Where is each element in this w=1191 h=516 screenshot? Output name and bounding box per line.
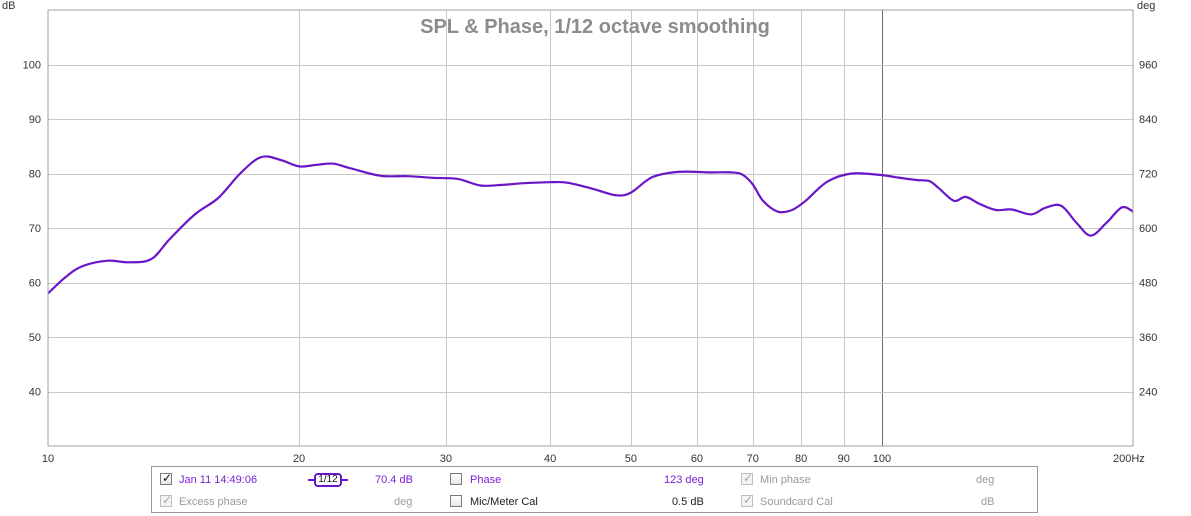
soundcard-cal-label: Soundcard Cal	[760, 496, 833, 508]
series-value: 70.4 dB	[375, 474, 413, 486]
y2-tick-label: 480	[1139, 278, 1157, 290]
x-tick-label: 20	[293, 453, 305, 465]
y-tick-label: 50	[29, 332, 41, 344]
excess-phase-unit: deg	[394, 496, 413, 508]
y-tick-label: 80	[29, 169, 41, 181]
smoothing-line-right	[342, 479, 348, 481]
series-name: Jan 11 14:49:06	[179, 474, 258, 486]
x-tick-label: 200Hz	[1113, 453, 1145, 465]
excess-phase-checkbox[interactable]: ✓	[160, 493, 173, 507]
y-axis-unit-right: deg	[1137, 0, 1155, 12]
min-phase-label: Min phase	[760, 474, 811, 486]
min-phase-unit: deg	[976, 474, 995, 486]
spl-trace	[47, 155, 1134, 295]
smoothing-line-left	[308, 479, 314, 481]
phase-checkbox[interactable]	[450, 473, 462, 485]
y2-tick-label: 840	[1139, 114, 1157, 126]
y-tick-label: 100	[23, 60, 41, 72]
plot-frame	[47, 9, 1134, 447]
tick-labels: 10 20 30 40 50 60 70 80 90 100 200Hz 40 50 60 70 80 90 10…	[23, 60, 1158, 466]
y2-tick-label: 960	[1139, 60, 1157, 72]
x-tick-label: 40	[544, 453, 556, 465]
soundcard-cal-checkbox[interactable]: ✓	[741, 493, 754, 507]
x-tick-label: 10	[42, 453, 54, 465]
grid	[48, 10, 1133, 446]
excess-phase-label: Excess phase	[179, 496, 248, 508]
y-tick-label: 90	[29, 114, 41, 126]
spl-phase-chart: 10 20 30 40 50 60 70 80 90 100 200Hz 40 50 60 70 80 90 10…	[2, 0, 1158, 466]
x-tick-label: 30	[440, 453, 452, 465]
x-tick-label: 80	[795, 453, 807, 465]
soundcard-cal-unit: dB	[981, 496, 995, 508]
x-tick-label: 70	[747, 453, 759, 465]
x-tick-label: 50	[625, 453, 637, 465]
y-tick-label: 60	[29, 278, 41, 290]
phase-value: 123 deg	[664, 474, 704, 486]
y2-tick-label: 720	[1139, 169, 1157, 181]
mic-cal-checkbox[interactable]	[450, 495, 462, 507]
y2-tick-label: 240	[1139, 387, 1157, 399]
x-tick-label: 60	[691, 453, 703, 465]
legend-panel: ✓ Jan 11 14:49:06 1/12 70.4 dB Phase 123…	[151, 466, 1038, 513]
y-tick-label: 70	[29, 223, 41, 235]
x-tick-label: 90	[838, 453, 850, 465]
y-axis-unit-left: dB	[2, 0, 15, 12]
mic-cal-value: 0.5 dB	[672, 496, 704, 508]
series-visibility-checkbox[interactable]: ✓	[160, 471, 173, 485]
x-tick-label: 100	[873, 453, 891, 465]
y-tick-label: 40	[29, 387, 41, 399]
mic-cal-label: Mic/Meter Cal	[470, 496, 538, 508]
min-phase-checkbox[interactable]: ✓	[741, 471, 754, 485]
y2-tick-label: 360	[1139, 332, 1157, 344]
phase-label: Phase	[470, 474, 502, 486]
y2-tick-label: 600	[1139, 223, 1157, 235]
smoothing-badge[interactable]: 1/12	[314, 473, 342, 487]
chart-title: SPL & Phase, 1/12 octave smoothing	[420, 16, 770, 38]
